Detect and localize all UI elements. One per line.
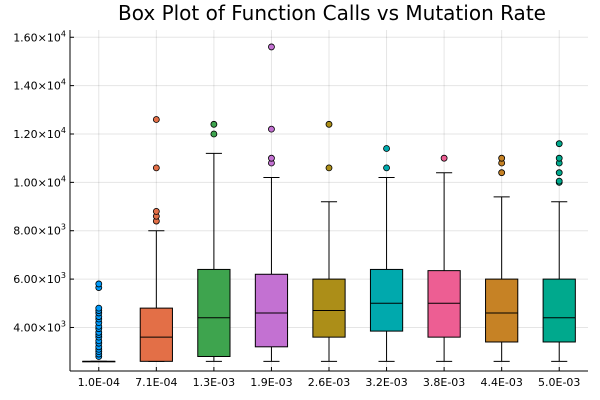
iqr-box (197, 268, 231, 357)
x-tick-label: 1.9E-03 (250, 376, 292, 389)
y-tick-exponent: 4 (61, 29, 66, 38)
x-tick-label: 5.0E-03 (538, 376, 580, 389)
y-tick-mantissa: 4.00×10 (13, 321, 61, 334)
axis-layer (69, 30, 588, 372)
outlier-point (498, 154, 506, 162)
outlier-point (383, 145, 390, 152)
outlier-point (95, 304, 103, 312)
outlier-point (268, 154, 275, 162)
outlier-point (152, 207, 160, 215)
x-tick-label: 1.0E-04 (78, 376, 120, 389)
y-tick-exponent: 3 (61, 271, 66, 280)
outlier-point (268, 125, 275, 133)
box-group (542, 140, 576, 362)
box-layer (82, 43, 576, 363)
box-group (485, 154, 519, 362)
y-tick-mantissa: 1.60×10 (13, 31, 61, 44)
y-tick-mantissa: 8.00×10 (13, 225, 61, 238)
y-tick-label: 1.60×104 (13, 29, 66, 44)
outlier-point (325, 164, 333, 172)
y-tick-label: 4.00×103 (13, 319, 66, 334)
y-tick-exponent: 4 (61, 78, 66, 87)
x-tick-label: 1.3E-03 (193, 376, 235, 389)
x-tick-label: 3.2E-03 (365, 376, 407, 389)
box-group (254, 43, 289, 362)
y-tick-mantissa: 1.20×10 (13, 128, 61, 141)
iqr-box (542, 278, 576, 343)
box-group (197, 120, 231, 362)
iqr-box (312, 278, 346, 338)
tick-layer: 4.00×1036.00×1038.00×1031.00×1041.20×104… (13, 29, 580, 389)
iqr-box (485, 278, 519, 343)
x-tick-label: 3.8E-03 (423, 376, 465, 389)
outlier-point (210, 130, 218, 138)
iqr-box (427, 270, 461, 338)
outlier-point (555, 140, 563, 148)
outlier-point (268, 43, 275, 51)
outlier-point (152, 116, 160, 123)
y-tick-label: 1.20×104 (13, 126, 66, 141)
y-tick-label: 1.00×104 (13, 174, 66, 189)
x-tick-label: 4.4E-03 (480, 376, 522, 389)
outlier-point (498, 169, 506, 177)
y-tick-label: 8.00×103 (13, 223, 66, 238)
box-group (427, 154, 461, 362)
outlier-point (95, 280, 103, 288)
x-tick-label: 2.6E-03 (308, 376, 350, 389)
outlier-point (152, 164, 160, 172)
box-group (139, 116, 173, 362)
outlier-point (325, 120, 333, 128)
x-tick-label: 7.1E-04 (135, 376, 177, 389)
iqr-box (369, 268, 404, 332)
y-tick-label: 6.00×103 (13, 271, 66, 286)
outlier-point (383, 164, 390, 172)
outlier-point (555, 154, 563, 162)
outlier-point (210, 120, 218, 128)
outlier-point (440, 154, 448, 162)
box-group (312, 120, 346, 362)
y-tick-exponent: 4 (61, 126, 66, 135)
y-tick-mantissa: 6.00×10 (13, 273, 61, 286)
chart-title: Box Plot of Function Calls vs Mutation R… (118, 1, 546, 25)
box-group (82, 280, 116, 363)
iqr-box (254, 273, 289, 348)
y-tick-label: 1.40×104 (13, 78, 66, 93)
y-tick-mantissa: 1.40×10 (13, 80, 61, 93)
y-tick-exponent: 3 (61, 319, 66, 328)
outlier-point (555, 169, 563, 177)
iqr-box (139, 307, 173, 362)
y-tick-mantissa: 1.00×10 (13, 176, 61, 189)
box-group (369, 145, 404, 362)
y-tick-exponent: 3 (61, 223, 66, 232)
y-tick-exponent: 4 (61, 174, 66, 183)
outlier-point (555, 177, 563, 185)
